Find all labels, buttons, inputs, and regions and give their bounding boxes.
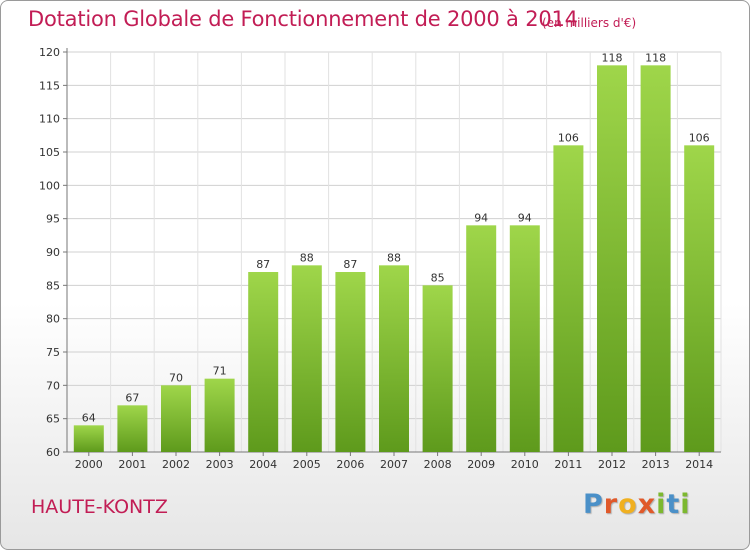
y-tick-label: 85 [46,279,60,292]
y-tick-label: 105 [39,146,60,159]
bar-value-label: 64 [82,411,96,424]
bar-value-label: 87 [256,258,270,271]
logo-letter: r [603,489,619,520]
bar [466,225,497,452]
x-tick-label: 2006 [336,458,364,471]
commune-name: HAUTE-KONTZ [31,496,168,518]
y-tick-label: 110 [39,113,60,126]
x-tick-label: 2014 [685,458,713,471]
bar-value-label: 71 [213,365,227,378]
bar [117,405,148,452]
bar-value-label: 85 [431,271,445,284]
bar [684,145,715,453]
bar-value-label: 106 [689,131,710,144]
x-tick-label: 2005 [293,458,321,471]
logo-letter: P [583,489,604,520]
bar-value-label: 118 [602,51,623,64]
bar-value-label: 94 [474,211,488,224]
y-tick-label: 75 [46,346,60,359]
x-tick-label: 2008 [424,458,452,471]
proxiti-logo[interactable]: Proxiti [583,489,691,520]
logo-letter: x [637,489,657,520]
bar-value-label: 88 [387,251,401,264]
bar [597,65,627,452]
y-tick-label: 60 [46,446,60,459]
bar [248,272,279,452]
bar [553,145,584,453]
bar-value-label: 106 [558,131,579,144]
chart-title: Dotation Globale de Fonctionnement de 20… [28,7,578,31]
bar-value-label: 70 [169,371,183,384]
logo-letter: o [618,489,638,520]
bar-value-label: 67 [125,391,139,404]
logo-letter: i [680,489,691,520]
bar [291,265,322,452]
x-tick-label: 2000 [75,458,103,471]
y-tick-label: 95 [46,213,60,226]
bar [422,285,453,452]
bar [335,272,366,452]
y-tick-label: 80 [46,313,60,326]
logo-letter: i [656,489,667,520]
bar-value-label: 87 [343,258,357,271]
x-tick-label: 2012 [598,458,626,471]
x-tick-label: 2009 [467,458,495,471]
bar-value-label: 94 [518,211,532,224]
y-tick-label: 65 [46,413,60,426]
bar [73,425,104,452]
x-tick-label: 2013 [642,458,670,471]
bar [204,378,235,452]
bar [161,385,191,452]
x-tick-label: 2001 [118,458,146,471]
y-tick-label: 115 [39,79,60,92]
y-tick-label: 100 [39,179,60,192]
bar [509,225,540,452]
chart-unit: (en milliers d'€) [542,16,637,30]
x-tick-label: 2007 [380,458,408,471]
x-tick-label: 2002 [162,458,190,471]
value-labels: 64 67 70 71 87 88 87 88 85 94 94 106 118 118 106 [82,51,710,424]
x-tick-label: 2011 [554,458,582,471]
x-tick-label: 2010 [511,458,539,471]
x-tick-label: 2003 [206,458,234,471]
y-tick-label: 70 [46,379,60,392]
logo-letter: t [666,489,681,520]
y-tick-label: 120 [39,46,60,59]
bar [379,265,409,452]
bar [640,65,671,452]
bar-value-label: 118 [645,51,666,64]
x-tick-label: 2004 [249,458,277,471]
bars [73,65,715,453]
bar-value-label: 88 [300,251,314,264]
y-tick-label: 90 [46,246,60,259]
